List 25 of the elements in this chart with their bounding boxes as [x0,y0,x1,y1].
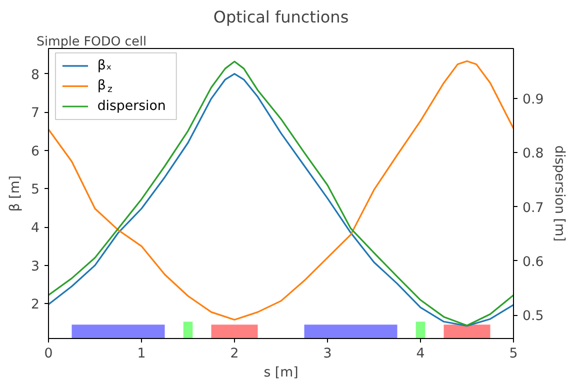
y-tick-label: 6 [31,144,40,160]
x-axis-title: s [m] [264,366,298,380]
x-tick-label: 5 [509,346,518,362]
y-tick-label: 8 [31,68,40,83]
y-tick-label: 3 [31,259,40,274]
chart-title: Optical functions [213,8,349,26]
y2-tick-label: 0.9 [522,92,544,108]
y-axis-title: β [m] [8,175,24,212]
x-tick-label: 0 [44,346,53,362]
y2-axis-title: dispersion [m] [552,145,567,242]
y2-tick-label: 0.5 [522,309,544,324]
y-tick-label: 2 [31,298,40,313]
y-tick-label: 5 [31,182,40,198]
legend-label: βₓ [97,58,112,74]
chart-subtitle: Simple FODO cell [36,34,146,48]
x-tick-label: 4 [416,346,425,362]
y2-tick-label: 0.6 [522,254,544,270]
x-tick-label: 1 [137,346,146,362]
y2-tick-label: 0.8 [522,146,544,162]
y-tick-label: 4 [31,221,40,236]
x-tick-label: 3 [323,346,332,362]
legend-label: dispersion [97,99,166,114]
x-tick-label: 2 [230,346,239,362]
y2-tick-label: 0.7 [522,200,544,216]
y-tick-label: 7 [31,106,40,122]
